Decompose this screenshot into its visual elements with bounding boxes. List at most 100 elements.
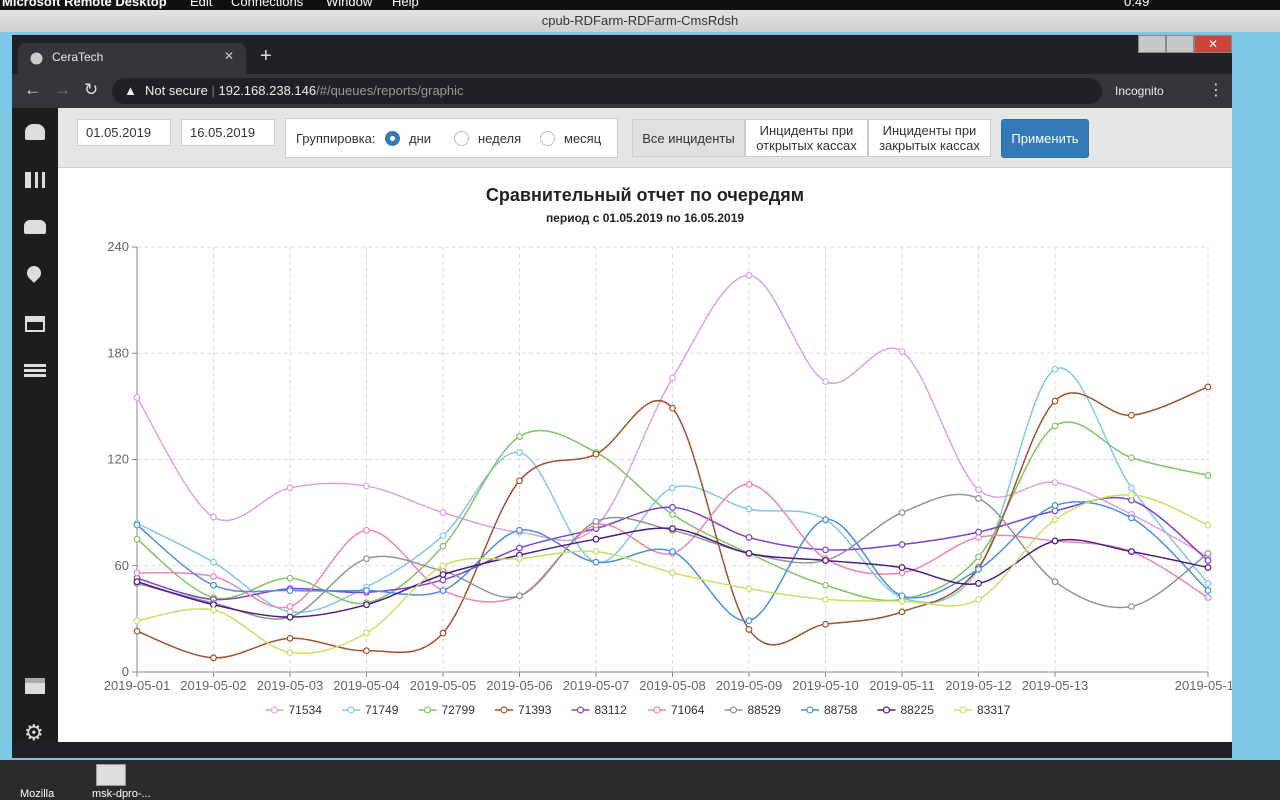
nav-icon[interactable] — [24, 364, 46, 378]
security-label: Not secure — [145, 83, 208, 98]
sidebar: ⚙ — [12, 108, 58, 745]
new-tab-button[interactable]: + — [260, 45, 272, 67]
legend-marker — [806, 706, 814, 714]
legend-label[interactable]: 88529 — [748, 703, 782, 717]
point — [1204, 549, 1212, 557]
nav-icon[interactable] — [25, 678, 45, 694]
point — [822, 378, 829, 385]
x-tick-label: 2019-05-10 — [792, 678, 859, 693]
point — [516, 592, 523, 600]
point — [1204, 587, 1212, 594]
point — [975, 553, 982, 561]
minimize-button[interactable] — [1138, 35, 1166, 53]
x-tick-label: 2019-05-01 — [104, 678, 171, 693]
legend-label[interactable]: 71534 — [289, 703, 323, 717]
legend-label[interactable]: 88758 — [824, 703, 858, 717]
file-icon[interactable] — [96, 764, 126, 786]
point — [1128, 514, 1135, 522]
warning-icon: ▲ — [124, 83, 137, 98]
point — [133, 535, 141, 543]
date-to[interactable]: 16.05.2019 — [181, 119, 275, 146]
browser-tab[interactable]: CeraTech ✕ — [18, 43, 246, 74]
nav-icon[interactable] — [25, 316, 45, 332]
legend-label[interactable]: 71393 — [518, 703, 552, 717]
desktop-icon-label[interactable]: Mozilla — [20, 788, 55, 800]
point — [822, 595, 829, 603]
point — [363, 647, 370, 655]
menu-item[interactable]: Edit — [190, 0, 213, 9]
reload-button[interactable]: ↻ — [84, 80, 99, 99]
legend-label[interactable]: 88225 — [901, 703, 935, 717]
maximize-button[interactable] — [1166, 35, 1194, 53]
point — [592, 558, 600, 566]
point — [669, 510, 676, 518]
point — [1051, 422, 1059, 430]
legend-label[interactable]: 71064 — [671, 703, 705, 717]
back-button[interactable]: ← — [24, 80, 41, 99]
legend-marker — [576, 706, 585, 714]
menu-app[interactable]: Microsoft Remote Desktop — [2, 0, 167, 9]
point — [1128, 454, 1135, 462]
menu-item[interactable]: Window — [326, 0, 373, 9]
filter-button[interactable]: Инциденты при открытых кассах — [745, 119, 868, 157]
point — [133, 521, 141, 529]
nav-icon[interactable] — [24, 263, 44, 283]
point — [669, 503, 676, 511]
settings-icon[interactable]: ⚙ — [24, 720, 44, 745]
radio-label[interactable]: дни — [409, 131, 432, 146]
point — [975, 595, 982, 603]
point — [1128, 484, 1135, 492]
point — [286, 587, 294, 594]
menu-button[interactable]: ⋮ — [1208, 82, 1224, 99]
point — [822, 581, 829, 589]
nav-icon[interactable] — [25, 124, 45, 140]
point — [439, 532, 447, 540]
grouping-label: Группировка: — [296, 131, 376, 146]
filter-button[interactable]: Инциденты при закрытых кассах — [868, 119, 991, 157]
point — [1051, 537, 1059, 545]
point — [898, 509, 906, 517]
nav-icon[interactable] — [24, 220, 46, 234]
legend-label[interactable]: 71749 — [365, 703, 399, 717]
point — [1051, 578, 1059, 586]
radio-button[interactable] — [385, 131, 400, 146]
point — [1204, 580, 1212, 587]
legend-label[interactable]: 83317 — [977, 703, 1011, 717]
point — [669, 404, 676, 412]
point — [898, 348, 906, 355]
legend-label[interactable]: 72799 — [442, 703, 476, 717]
legend-marker — [729, 706, 738, 714]
menu-item[interactable]: Help — [392, 0, 419, 9]
chart: Сравнительный отчет по очередям период с… — [104, 185, 1242, 717]
point — [669, 548, 676, 555]
legend-label[interactable]: 83112 — [595, 703, 628, 717]
point — [1051, 502, 1059, 509]
omnibox[interactable]: ▲ Not secure | 192.168.238.146/#/queues/… — [112, 78, 1102, 104]
menu-item[interactable]: Connections — [231, 0, 304, 9]
tab-close[interactable]: ✕ — [224, 49, 235, 63]
chart-subtitle: период с 01.05.2019 по 16.05.2019 — [546, 211, 744, 225]
radio-button[interactable] — [454, 131, 469, 146]
radio-button[interactable] — [540, 131, 555, 146]
radio-label[interactable]: неделя — [478, 131, 522, 146]
point — [745, 626, 753, 633]
point — [210, 513, 217, 521]
point — [1128, 548, 1135, 555]
legend-marker — [959, 706, 967, 714]
date-from[interactable]: 01.05.2019 — [77, 119, 171, 146]
close-button[interactable]: ✕ — [1194, 35, 1232, 53]
point — [210, 572, 217, 580]
filter-button[interactable]: Все инциденты — [632, 119, 745, 157]
point — [1204, 472, 1212, 479]
point — [133, 627, 141, 635]
point — [210, 606, 217, 614]
nav-icon[interactable] — [25, 172, 45, 188]
desktop-icon-label[interactable]: msk-dpro-... — [92, 788, 151, 800]
legend-marker — [423, 706, 432, 714]
apply-button[interactable]: Применить — [1001, 119, 1089, 158]
point — [363, 629, 370, 637]
desktop: Mozilla msk-dpro-... — [0, 760, 1280, 800]
radio-label[interactable]: месяц — [564, 131, 602, 146]
point — [439, 542, 447, 550]
point — [898, 564, 906, 571]
